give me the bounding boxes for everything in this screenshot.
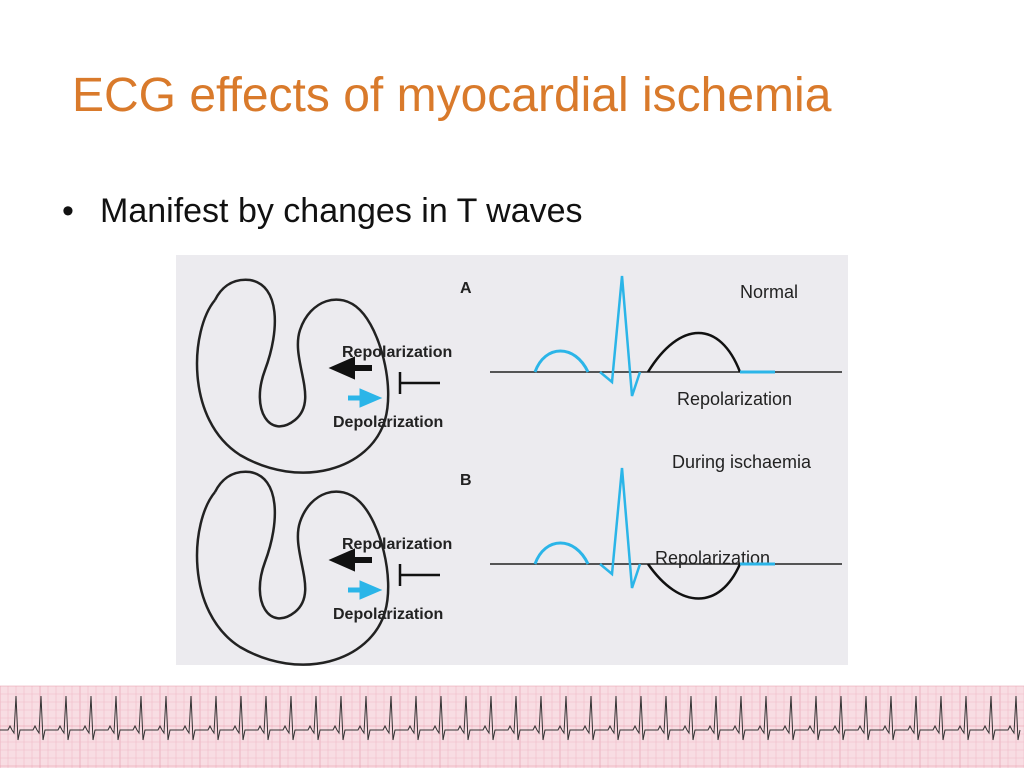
heart-outline <box>195 278 390 474</box>
repolarization-arrow <box>328 356 372 380</box>
slide-title: ECG effects of myocardial ischemia <box>72 69 832 122</box>
depolarization-arrow <box>348 580 383 600</box>
arrow-label: Repolarization <box>342 536 452 553</box>
qrs <box>599 275 642 397</box>
arrow-label: Depolarization <box>333 414 443 431</box>
t-wave <box>646 331 742 373</box>
panels: Repolarization Depolarization A Normal Repol… <box>195 275 842 666</box>
bullet-text: Manifest by changes in T waves <box>100 192 583 230</box>
arrow-label: Repolarization <box>342 344 452 361</box>
heart-outline <box>195 470 390 666</box>
qrs <box>599 467 642 589</box>
t-wave <box>646 563 742 600</box>
wave-label: Repolarization <box>677 389 792 409</box>
bullet: • Manifest by changes in T waves <box>62 192 583 231</box>
p-wave <box>533 541 590 565</box>
electrode <box>398 372 440 394</box>
p-wave <box>533 349 590 373</box>
strip-trace <box>0 695 1021 741</box>
figure-background <box>176 255 848 665</box>
depolarization-arrow <box>348 388 383 408</box>
panel-caption: During ischaemia <box>672 452 812 472</box>
panel-label: B <box>460 472 472 489</box>
electrode <box>398 564 440 586</box>
panel-label: A <box>460 280 472 297</box>
ecg-strip <box>0 685 1024 768</box>
bullet-dot: • <box>62 192 74 230</box>
panel-caption: Normal <box>740 282 798 302</box>
arrow-label: Depolarization <box>333 606 443 623</box>
repolarization-arrow <box>328 548 372 572</box>
